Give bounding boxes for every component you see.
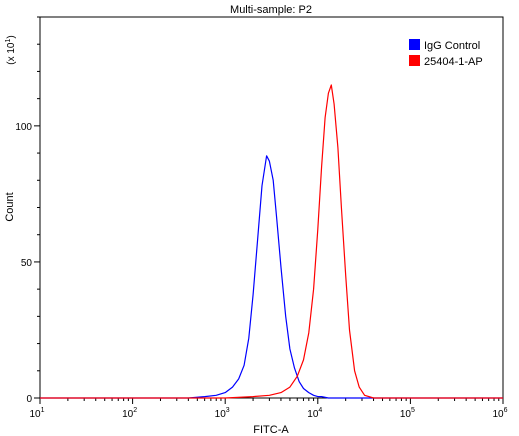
series-lines bbox=[40, 84, 503, 399]
x-tick-label: 103 bbox=[215, 407, 230, 420]
plot-frame bbox=[39, 16, 504, 399]
x-tick-label: 101 bbox=[29, 407, 44, 420]
series-line-igg-control bbox=[40, 155, 503, 399]
x-tick-label: 105 bbox=[400, 407, 415, 420]
x-tick-label: 104 bbox=[307, 407, 322, 420]
legend-label-25404-1-ap: 25404-1-AP bbox=[424, 56, 483, 68]
x-axis-label: FITC-A bbox=[253, 424, 289, 436]
x-tick-labels: 101 102 103 104 105 106 bbox=[29, 407, 507, 420]
y-tick-label: 0 bbox=[26, 394, 32, 405]
y-multiplier-exponent: 1 bbox=[5, 39, 12, 43]
y-multiplier-label: (x 101) bbox=[5, 35, 17, 64]
axis-ticks bbox=[34, 16, 504, 404]
x-tick-label: 106 bbox=[492, 407, 507, 420]
series-line-25404-1-ap bbox=[40, 84, 503, 399]
legend-swatch-igg-control bbox=[409, 39, 420, 50]
legend: IgG Control 25404-1-AP bbox=[409, 39, 483, 68]
y-axis-label: Count bbox=[4, 192, 16, 221]
y-tick-label: 50 bbox=[21, 258, 33, 269]
y-tick-labels: 0 50 100 bbox=[15, 122, 32, 405]
legend-label-igg-control: IgG Control bbox=[424, 40, 480, 52]
x-tick-label: 102 bbox=[122, 407, 137, 420]
legend-swatch-25404-1-ap bbox=[409, 55, 420, 66]
y-tick-label: 100 bbox=[15, 122, 32, 133]
chart-title: Multi-sample: P2 bbox=[230, 4, 312, 16]
